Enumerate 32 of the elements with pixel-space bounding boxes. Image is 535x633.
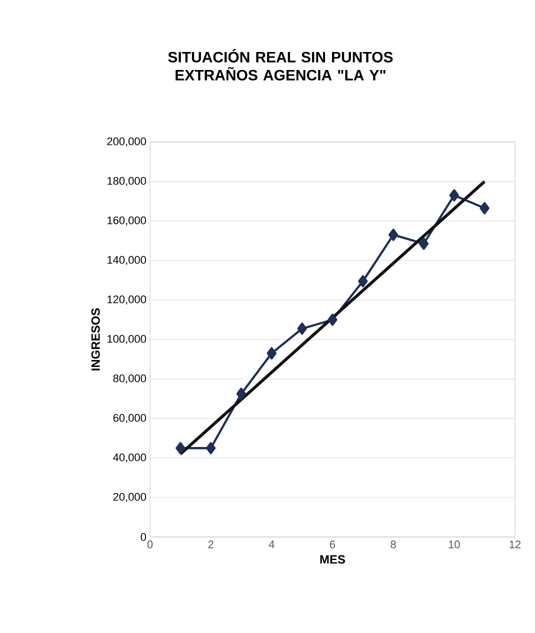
- point: [388, 228, 398, 241]
- point: [176, 442, 186, 454]
- y-axis-title: INGRESOS: [91, 308, 100, 370]
- y-tick-label: 80,000: [113, 374, 146, 384]
- chart-title: SITUACIÓN REAL SIN PUNTOS EXTRAÑOS AGENCIA "LA Y": [168, 49, 393, 80]
- point: [297, 322, 307, 335]
- y-tick-label: 60,000: [113, 414, 146, 424]
- x-tick-label: 6: [330, 540, 336, 548]
- point: [236, 388, 246, 400]
- y-tick-label: 20,000: [113, 492, 146, 502]
- x-tick-label: 10: [448, 540, 460, 548]
- y-tick-label: 180,000: [108, 176, 146, 186]
- y-tick-label: 140,000: [108, 256, 146, 266]
- y-tick-label: 120,000: [108, 295, 146, 305]
- y-tick-label: 40,000: [113, 453, 146, 463]
- x-tick-label: 8: [390, 540, 396, 548]
- x-tick-label: 4: [268, 540, 274, 548]
- y-tick-label: 100,000: [108, 334, 146, 344]
- x-tick-label: 12: [510, 540, 521, 548]
- point: [418, 238, 429, 250]
- point: [266, 347, 277, 360]
- point: [480, 202, 490, 214]
- point: [206, 442, 216, 454]
- x-tick-label: 2: [208, 540, 214, 548]
- y-tick-label: 0: [140, 533, 146, 541]
- x-axis-title: MES: [320, 555, 346, 564]
- y-tick-label: 200,000: [107, 137, 146, 147]
- point: [328, 314, 338, 326]
- y-tick-label: 160,000: [108, 216, 146, 226]
- point: [358, 275, 368, 288]
- x-tick-label: 0: [147, 540, 153, 548]
- point: [449, 189, 460, 202]
